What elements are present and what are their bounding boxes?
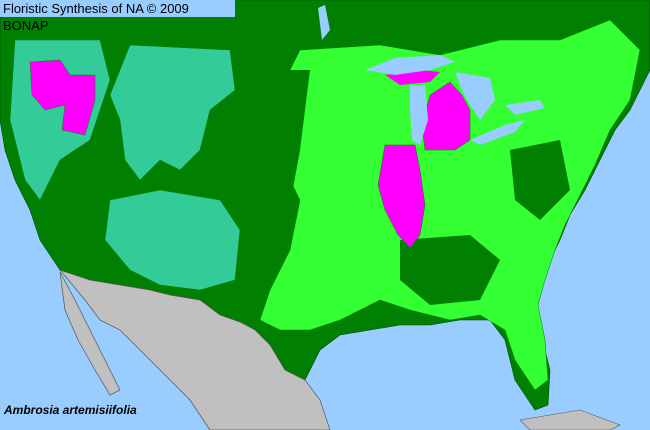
- southwest-state-records: [104, 189, 241, 291]
- mexico: [58, 269, 331, 430]
- oregon-highlight: [29, 59, 96, 136]
- lake-winnipeg: [318, 5, 330, 40]
- map-title: Floristic Synthesis of NA © 2009 BONAP: [0, 0, 235, 33]
- appalachian-patch: [510, 140, 570, 220]
- baja-california: [59, 271, 121, 396]
- eastern-state-only-patch: [400, 235, 500, 305]
- plains-state-only-patch: [235, 70, 310, 300]
- illinois-highlight: [377, 144, 426, 249]
- lake-superior: [365, 55, 455, 75]
- lake-erie: [470, 120, 525, 145]
- lake-ontario: [505, 100, 545, 115]
- lake-huron: [455, 72, 495, 120]
- eastern-county-records: [259, 19, 641, 391]
- species-name: Ambrosia artemisiifolia: [4, 403, 137, 417]
- lake-michigan: [410, 85, 428, 145]
- cuba: [519, 409, 621, 430]
- western-state-records: [109, 44, 236, 181]
